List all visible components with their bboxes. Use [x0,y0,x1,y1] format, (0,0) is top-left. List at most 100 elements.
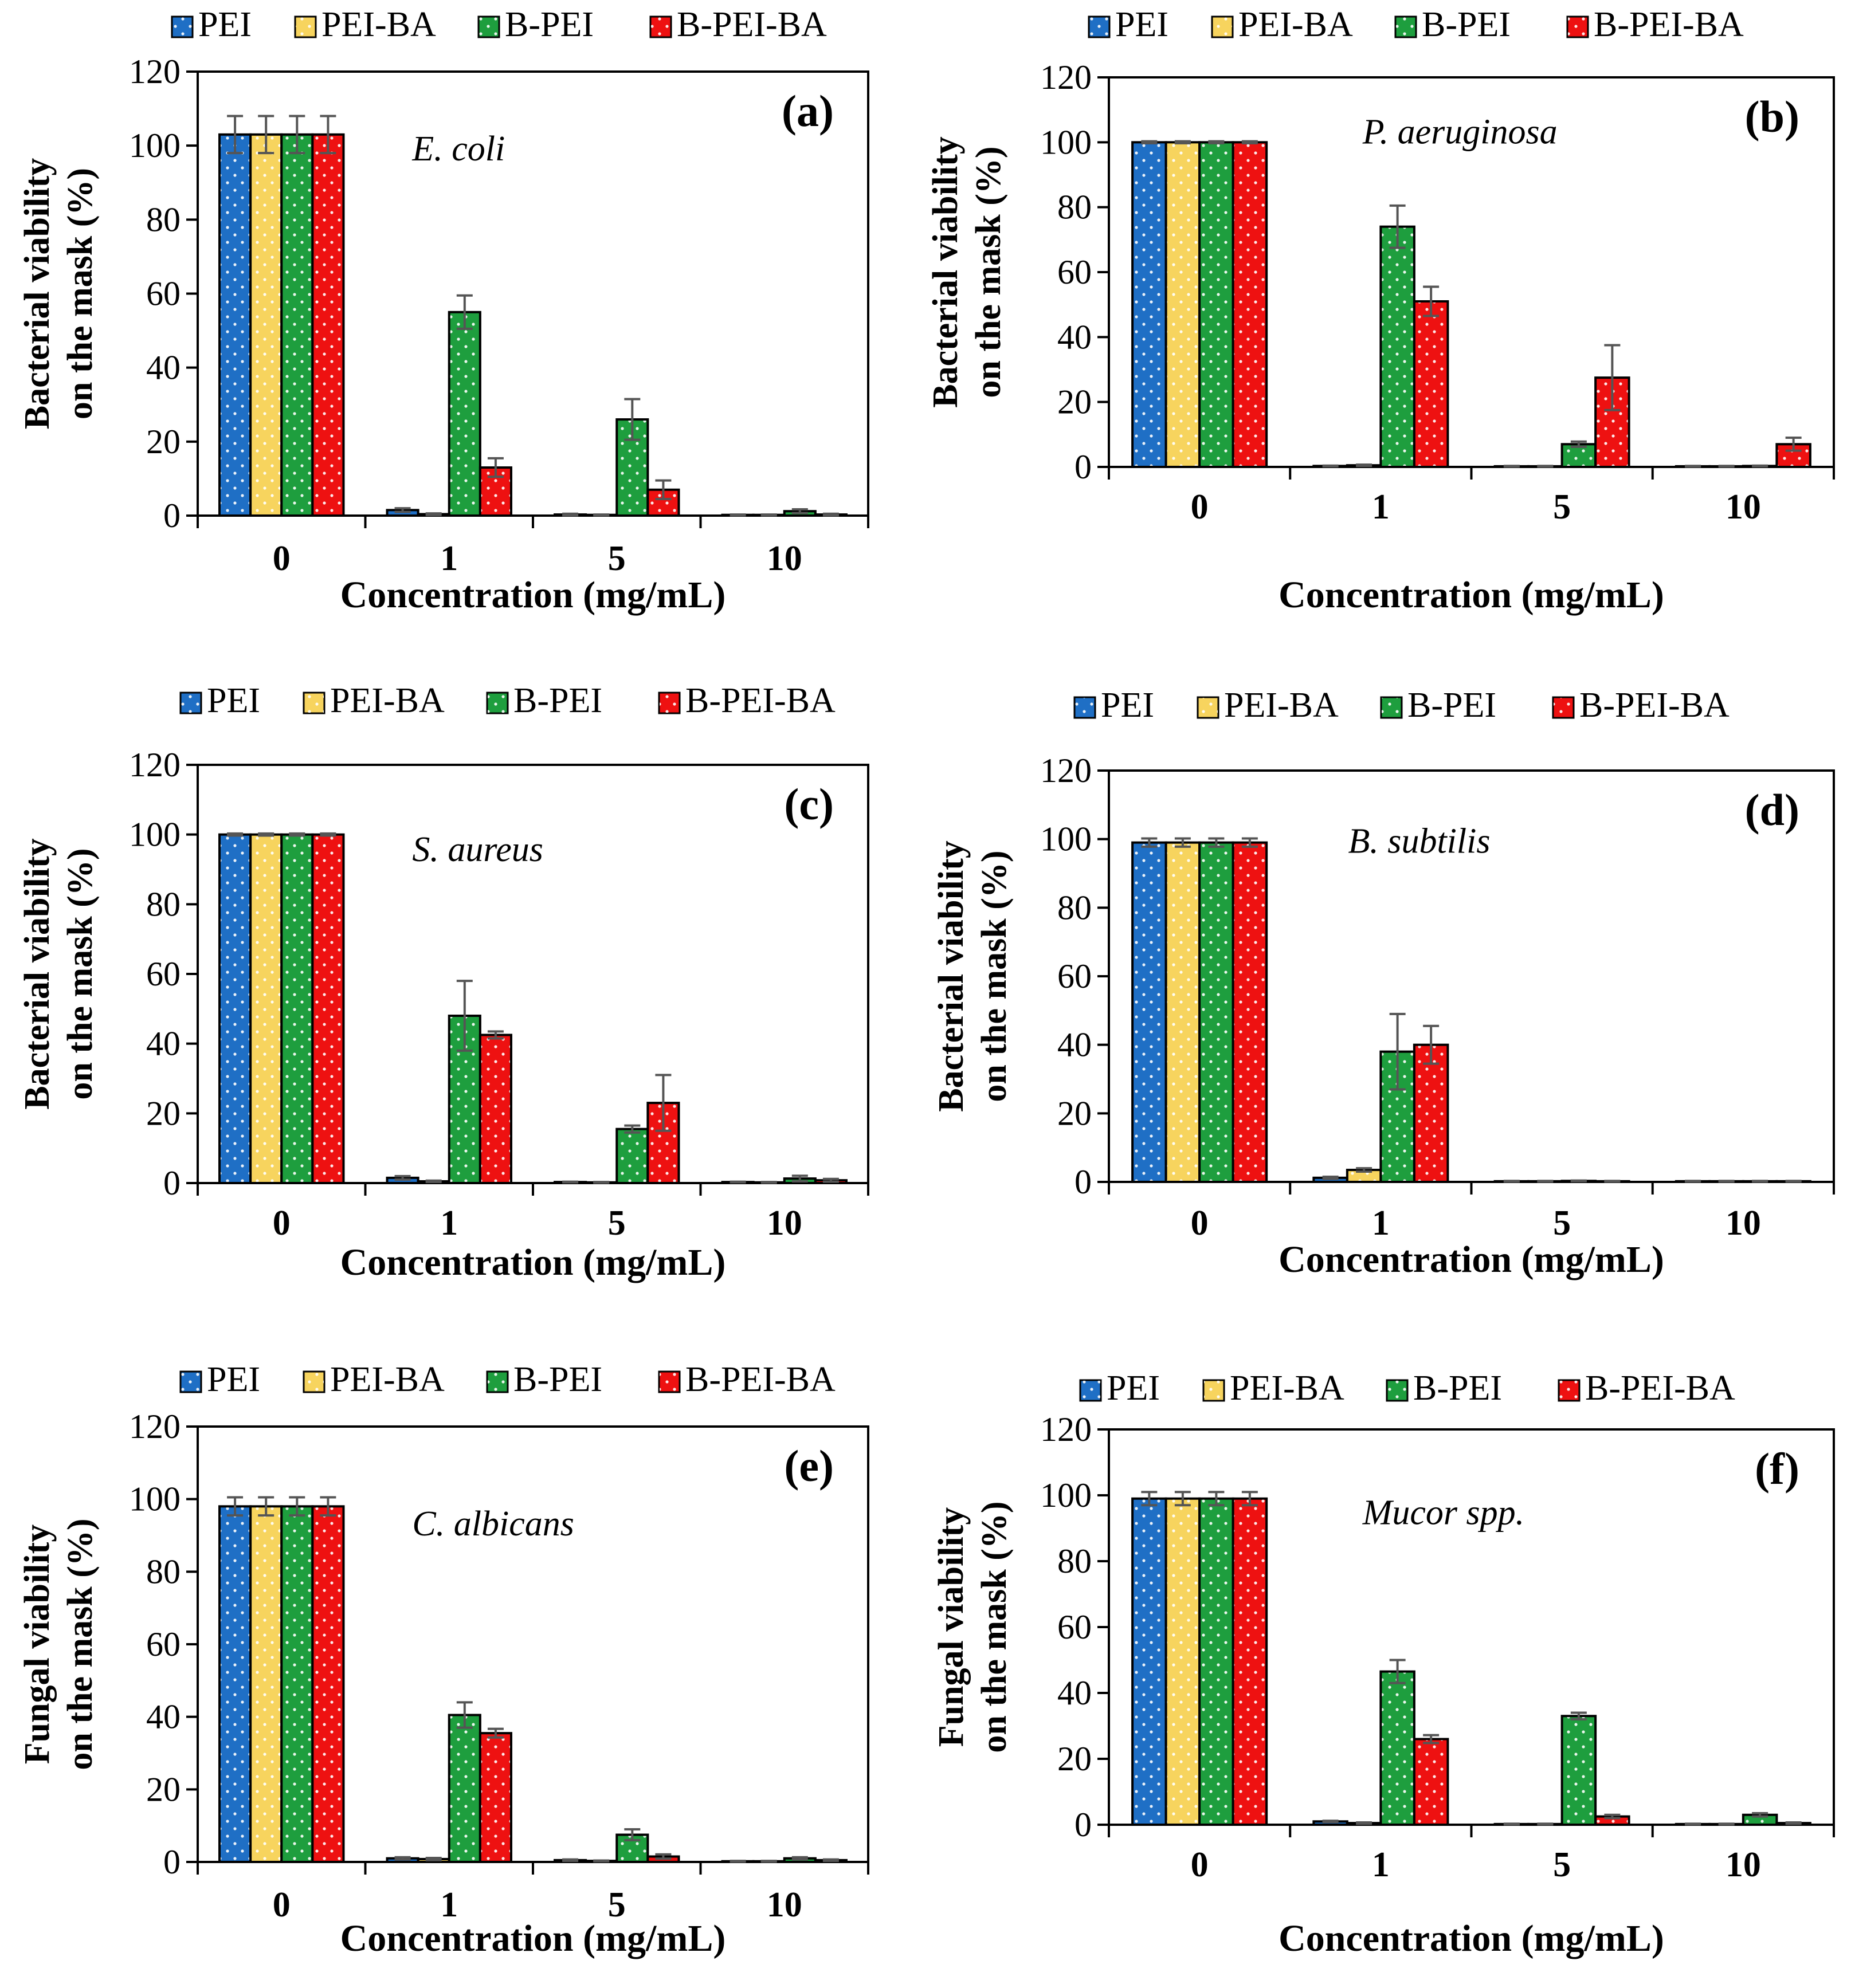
bar-pattern [1563,1717,1595,1824]
legend-swatch-pattern [172,17,192,37]
x-axis-label: Concentration (mg/mL) [340,1918,726,1959]
bar-pattern [1415,1740,1447,1824]
y-axis-label-line: on the mask (%) [975,1501,1014,1753]
bar-pattern [618,1130,647,1182]
x-tick-label: 1 [1372,488,1390,527]
y-tick-label: 60 [146,955,181,993]
organism-label: B. subtilis [1348,822,1490,861]
x-tick-label: 5 [608,539,626,578]
x-tick-label: 1 [1372,1204,1390,1243]
bar-pattern [283,835,312,1182]
bar-pattern [1234,843,1266,1181]
chart-panel-e: 0 20 40 60 80 100 120 0 1 5 10 Concentration (mg/mL… [18,1360,869,1959]
bar-pattern [1167,843,1199,1181]
y-tick-label: 60 [1057,253,1092,291]
legend-label: PEI [1107,1369,1160,1408]
bar-pattern [313,835,343,1182]
y-axis-label-line: Fungal viability [932,1507,971,1747]
y-axis-label-line: on the mask (%) [969,146,1008,398]
legend-label: PEI-BA [1224,686,1339,725]
x-tick-label: 0 [273,1204,291,1243]
x-tick-label: 0 [273,539,291,578]
bar-pattern [1234,143,1266,466]
y-axis-label-line: on the mask (%) [61,848,100,1099]
y-tick-label: 0 [163,1164,181,1202]
x-tick-label: 5 [1553,488,1571,527]
x-axis-label: Concentration (mg/mL) [1279,1918,1664,1959]
y-tick-label: 100 [129,1480,181,1518]
y-tick-label: 0 [1074,1806,1092,1844]
bar-pattern [481,1036,510,1182]
y-tick-label: 40 [1057,318,1092,356]
legend-swatch-pattern [1387,1381,1407,1400]
y-tick-label: 100 [129,127,181,164]
x-tick-label: 0 [1191,1204,1209,1243]
chart-panel-a: 0 20 40 60 80 100 120 0 1 5 10 Concentration (mg/mL… [18,5,869,616]
y-tick-label: 120 [1040,1411,1092,1448]
organism-label: Mucor spp. [1362,1494,1524,1533]
legend-label: B-PEI-BA [677,5,827,44]
legend-label: PEI [198,5,252,44]
legend-swatch-pattern [1198,698,1218,717]
bar-pattern [1134,143,1165,466]
legend-swatch-pattern [1554,698,1573,717]
y-tick-label: 40 [146,349,181,387]
legend-label: PEI [207,1360,260,1399]
y-tick-label: 60 [1057,1608,1092,1646]
legend-swatch-pattern [1213,17,1232,37]
y-tick-label: 100 [129,816,181,854]
legend-label: B-PEI-BA [685,681,836,720]
legend-swatch-pattern [488,693,507,713]
panel-label: (b) [1745,92,1799,142]
x-axis-label: Concentration (mg/mL) [340,574,726,616]
panel-label: (e) [784,1441,834,1491]
x-tick-label: 5 [1553,1204,1571,1243]
chart-panel-f: 0 20 40 60 80 100 120 0 1 5 10 Concentration (mg/mL… [932,1369,1835,1959]
y-tick-label: 20 [1057,1740,1092,1778]
legend-label: B-PEI [1422,5,1511,44]
legend-label: B-PEI [513,681,602,720]
organism-label: C. albicans [412,1504,574,1543]
bar-pattern [450,1716,479,1861]
bar-pattern [1201,1499,1232,1824]
legend-swatch-pattern [488,1372,507,1392]
chart-panel-d: 0 20 40 60 80 100 120 0 1 5 10 Concentration (mg/mL… [932,686,1835,1280]
x-tick-label: 5 [1553,1845,1571,1884]
legend-label: PEI [207,681,260,720]
bar-pattern [252,1507,281,1861]
bar-pattern [1134,1499,1165,1824]
y-axis-label-line: on the mask (%) [61,1518,100,1770]
y-tick-label: 40 [146,1698,181,1736]
chart-panel-b: 0 20 40 60 80 100 120 0 1 5 10 Concentration (mg/mL… [926,5,1835,616]
legend-swatch-pattern [1559,1381,1579,1400]
y-tick-label: 40 [146,1025,181,1063]
y-tick-label: 20 [1057,1094,1092,1132]
bar-pattern [221,135,250,514]
legend-label: B-PEI [513,1360,602,1399]
bar-pattern [1134,843,1165,1181]
panel-label: (d) [1745,785,1799,835]
y-tick-label: 120 [1040,752,1092,789]
y-tick-label: 0 [163,497,181,535]
x-tick-label: 1 [440,1204,458,1243]
x-tick-label: 1 [440,539,458,578]
y-tick-label: 80 [1057,889,1092,926]
y-tick-label: 100 [1040,1476,1092,1514]
x-axis-label: Concentration (mg/mL) [340,1241,726,1283]
bar-pattern [252,135,281,514]
bar-pattern [1201,143,1232,466]
y-tick-label: 20 [146,1094,181,1132]
bar-pattern [1201,843,1232,1181]
legend-swatch-pattern [296,17,315,37]
legend-swatch-pattern [660,693,679,713]
legend-swatch-pattern [1089,17,1109,37]
legend-swatch-pattern [304,1372,324,1392]
bar-pattern [1382,1672,1413,1824]
legend-label: B-PEI-BA [1585,1369,1735,1408]
y-axis-label-line: on the mask (%) [61,168,100,419]
legend-swatch-pattern [1204,1381,1223,1400]
bar-pattern [1744,1816,1776,1824]
bar-pattern [252,835,281,1182]
x-tick-label: 10 [767,1885,802,1924]
